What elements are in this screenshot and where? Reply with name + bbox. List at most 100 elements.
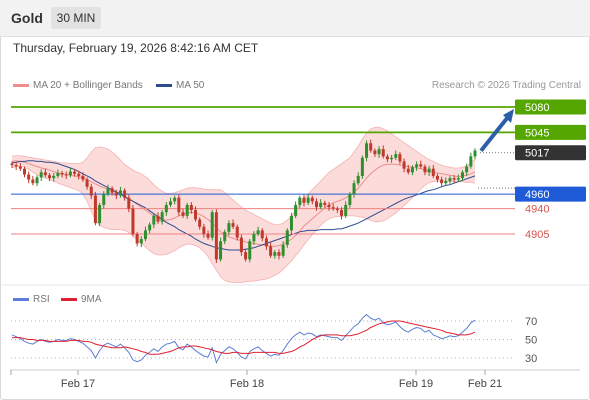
candle-body <box>277 252 281 256</box>
candle-body <box>256 230 260 234</box>
candle-body <box>298 197 302 205</box>
candle <box>152 212 156 229</box>
candle-body <box>390 157 394 160</box>
candle <box>385 154 389 163</box>
candle <box>194 206 198 222</box>
forecast-arrow-shaft <box>479 115 510 152</box>
candle-body <box>248 241 252 260</box>
candle <box>381 145 385 159</box>
rsi-tick-label: 70 <box>525 316 537 328</box>
candle <box>444 177 448 186</box>
candle <box>219 237 223 262</box>
candle-body <box>402 161 406 169</box>
candle <box>398 151 402 165</box>
candle-body <box>181 212 185 216</box>
candle-body <box>444 181 448 184</box>
candle <box>452 175 456 184</box>
candle-body <box>81 175 85 180</box>
candle-body <box>227 223 231 232</box>
candle <box>402 158 406 173</box>
candle <box>294 201 298 219</box>
candle <box>143 226 147 242</box>
candle-body <box>456 178 460 180</box>
candle <box>406 165 410 175</box>
timeframe-button[interactable]: 30 MIN <box>51 7 101 29</box>
candle-body <box>435 175 439 180</box>
legend-ma50: MA 50 <box>156 80 204 91</box>
candle-body <box>164 204 168 213</box>
candle-body <box>148 224 152 231</box>
candle-body <box>260 230 264 239</box>
candle <box>235 224 239 241</box>
legend-ma50-label: MA 50 <box>176 80 205 91</box>
candle-body <box>64 174 68 176</box>
level-tag-label: 4940 <box>525 204 549 216</box>
rsi-line <box>11 313 476 364</box>
candle-body <box>302 197 306 203</box>
level-tag-bg <box>515 124 586 140</box>
rsi-ma-line <box>12 320 476 355</box>
candle <box>106 184 110 197</box>
candle-body <box>114 192 118 196</box>
legend-bollinger: MA 20 + Bollinger Bands <box>13 80 143 91</box>
candle <box>223 229 227 245</box>
candle-body <box>93 195 97 224</box>
candle <box>214 209 218 264</box>
ma50-line <box>11 160 476 251</box>
candle-body <box>394 154 398 158</box>
candle <box>431 165 435 179</box>
candle-body <box>143 230 147 240</box>
candle <box>93 191 97 226</box>
level-tag-5017: 5017 <box>515 145 586 161</box>
candle <box>239 234 243 256</box>
candle <box>123 188 127 201</box>
candle-body <box>160 212 164 222</box>
candle <box>169 197 173 208</box>
candle-body <box>306 197 310 203</box>
candle <box>60 170 64 178</box>
rsi-ma-swatch <box>61 297 77 301</box>
candle-body <box>102 194 106 205</box>
candle-body <box>106 188 110 195</box>
candle-body <box>127 197 131 209</box>
candle-body <box>327 204 331 208</box>
candle-body <box>89 186 93 196</box>
candle-body <box>314 201 318 208</box>
x-tick-label: Feb 19 <box>399 378 433 390</box>
candle-body <box>264 238 268 247</box>
candle-body <box>348 194 352 205</box>
level-tag-label: 5080 <box>525 102 549 114</box>
candle-body <box>319 202 323 208</box>
candle <box>43 168 47 178</box>
candle <box>118 186 122 198</box>
candle-body <box>427 168 431 173</box>
bollinger-lower-line <box>11 166 476 283</box>
candle <box>269 242 273 258</box>
candle <box>440 176 444 187</box>
candle-body <box>39 172 43 178</box>
candle <box>85 177 89 190</box>
candle <box>89 183 93 200</box>
candle <box>164 202 168 216</box>
candle-body <box>231 223 235 227</box>
candle-body <box>123 190 127 198</box>
candle <box>206 230 210 240</box>
candle-body <box>239 237 243 253</box>
candle-body <box>373 150 377 155</box>
candle <box>331 203 335 211</box>
candle <box>298 195 302 208</box>
candle <box>394 150 398 160</box>
level-tag-5045: 5045 <box>515 124 586 140</box>
level-tag-bg <box>515 99 586 115</box>
candle <box>340 207 344 220</box>
candle <box>423 164 427 176</box>
ma20-line <box>11 160 476 247</box>
candle <box>23 166 27 178</box>
bollinger-swatch <box>13 83 29 87</box>
candle <box>252 231 256 245</box>
candle <box>306 194 310 205</box>
candle-body <box>185 204 189 216</box>
candle <box>356 172 360 186</box>
candle <box>248 239 252 263</box>
candle <box>256 226 260 237</box>
